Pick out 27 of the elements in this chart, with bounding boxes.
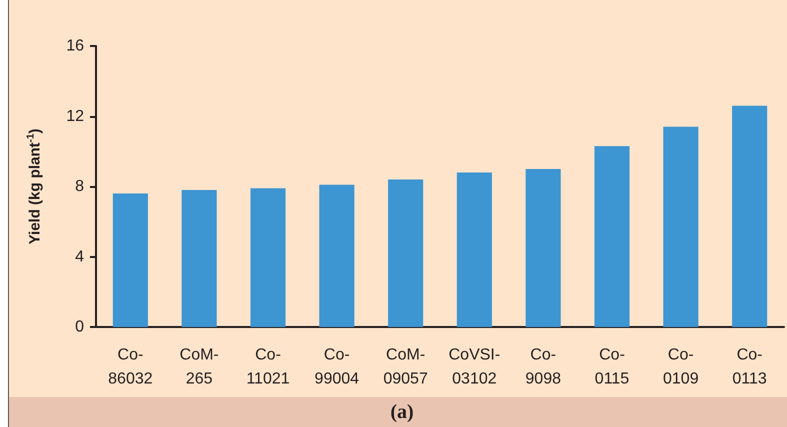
x-tick-label: Co-11021 <box>246 346 290 388</box>
x-tick-label: Co-99004 <box>314 346 360 388</box>
text: (a) <box>390 400 414 424</box>
x-tick-label: Co-0113 <box>732 346 767 388</box>
y-tick-label: 0 <box>75 318 84 336</box>
x-tick-label: CoM-09057 <box>383 346 428 388</box>
x-tick-label: Co-86032 <box>108 346 153 388</box>
bar <box>594 146 630 327</box>
bar <box>182 190 217 327</box>
y-tick-label: 8 <box>75 178 84 195</box>
x-tick-label: Co-9098 <box>525 346 562 388</box>
y-tick-label: 16 <box>66 38 84 54</box>
y-tick-label: 12 <box>66 108 84 125</box>
bar <box>663 126 698 327</box>
y-tick-label: 4 <box>75 248 84 266</box>
bar <box>388 179 424 327</box>
bar <box>319 184 354 327</box>
bar <box>112 194 148 327</box>
bar <box>250 188 286 327</box>
bar <box>732 106 768 327</box>
x-tick-label: Co-0109 <box>663 346 699 388</box>
bar <box>526 168 561 327</box>
bar <box>456 172 492 327</box>
x-tick-label: Co-0115 <box>594 346 630 388</box>
y-axis-title: Yield (kg plant-1) <box>26 128 44 244</box>
x-tick-label: CoM-265 <box>180 346 219 388</box>
x-tick-label: CoVSI-03102 <box>448 346 500 388</box>
